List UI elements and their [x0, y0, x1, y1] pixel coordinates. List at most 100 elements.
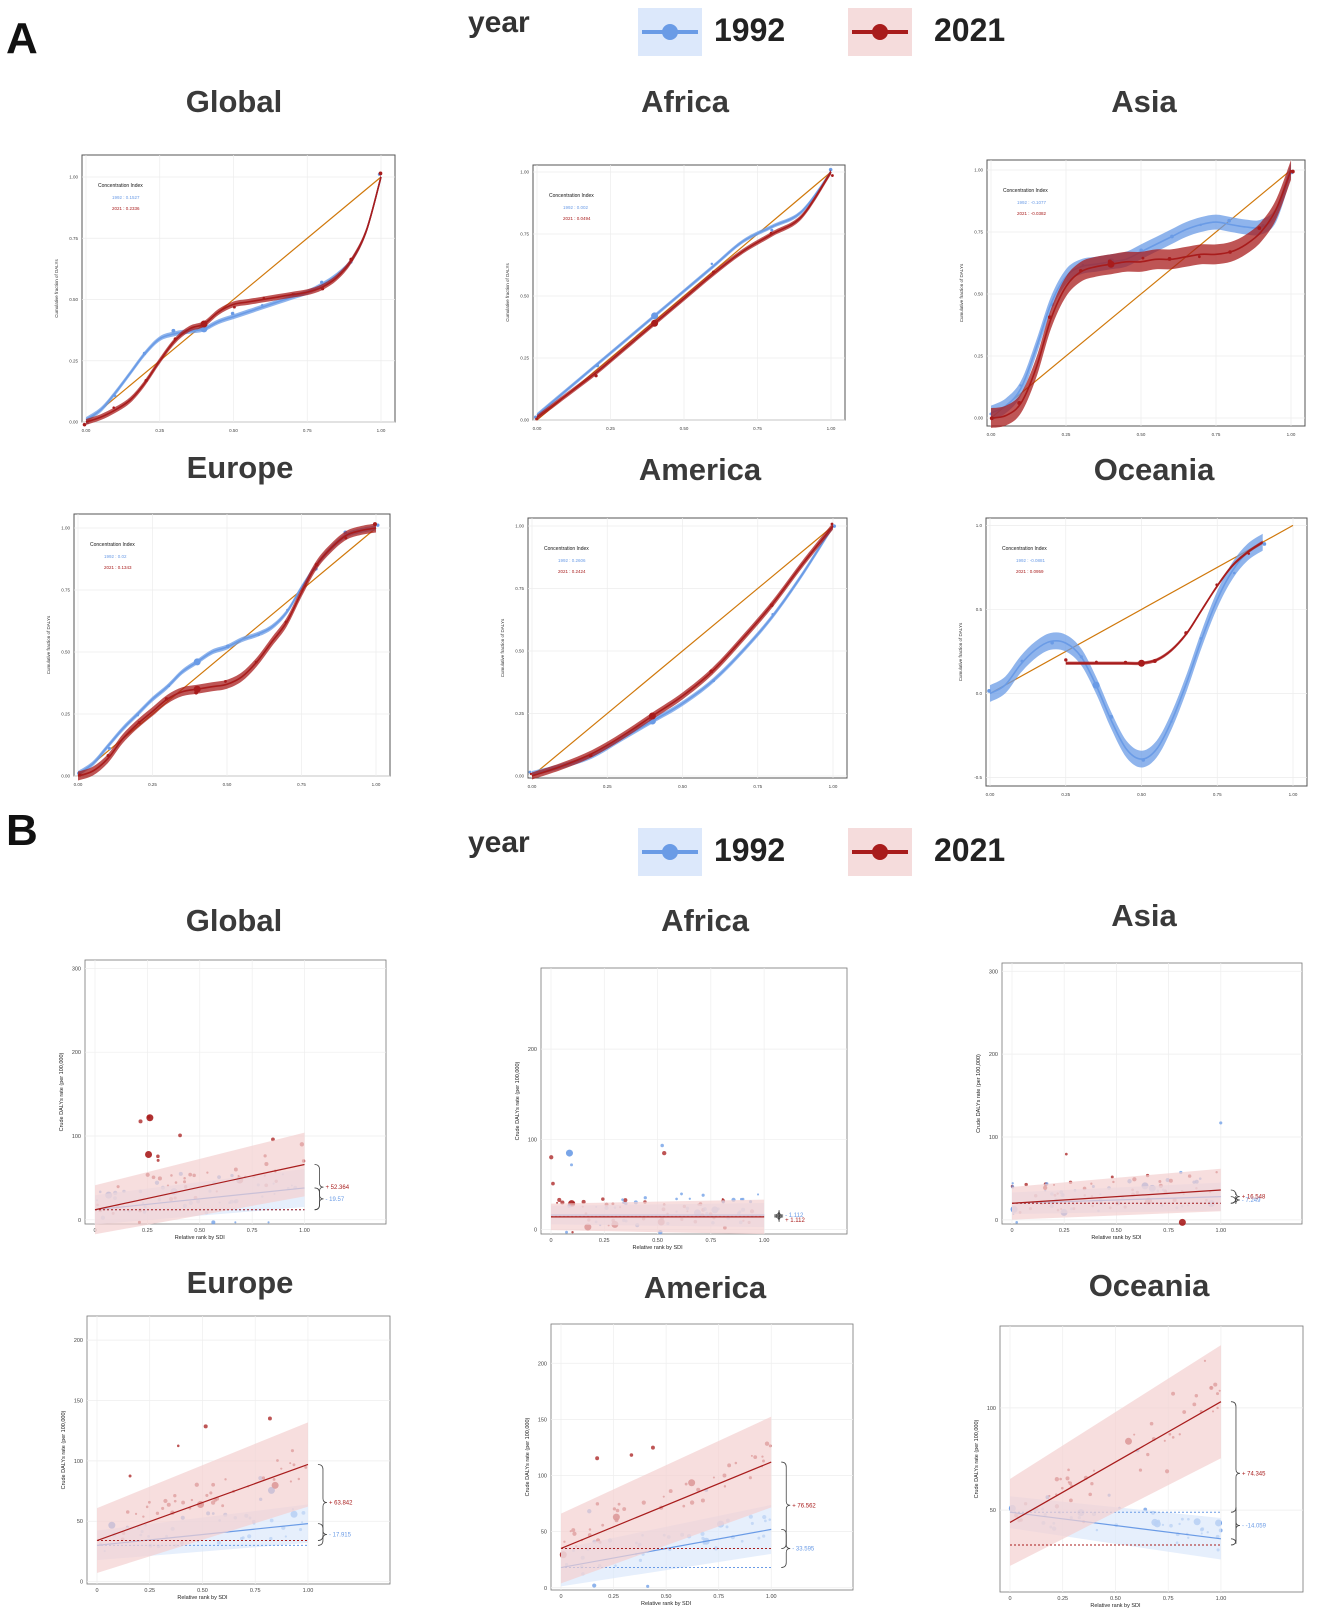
- data-point: [1139, 248, 1143, 253]
- data-point: [291, 293, 294, 296]
- y-tick-label: 300: [72, 966, 81, 972]
- data-point: [1197, 255, 1201, 259]
- y-axis-label: Crude DALYs rate (per 100,000): [976, 1054, 982, 1133]
- data-point: [320, 280, 324, 284]
- x-tick-label: 0.25: [1057, 1596, 1068, 1602]
- panel-label-b: B: [6, 806, 38, 855]
- x-tick-label: 0.50: [678, 784, 687, 789]
- y-tick-label: 0.75: [61, 588, 70, 593]
- data-point: [128, 1474, 132, 1478]
- y-tick-label: 1.00: [974, 168, 983, 173]
- sii-value-2021: + 76.562: [792, 1503, 816, 1509]
- x-tick-label: 0.25: [1062, 432, 1071, 437]
- chart-title: Europe: [186, 1265, 294, 1300]
- chart-title: Global: [185, 903, 283, 938]
- data-point: [344, 536, 348, 540]
- data-point: [1141, 758, 1146, 762]
- data-point: [320, 287, 325, 291]
- x-tick-label: 0.25: [1061, 792, 1070, 797]
- chart-title: Asia: [1111, 84, 1177, 119]
- plot-frame: [81, 154, 396, 423]
- sii-brace-2021: [774, 1211, 784, 1222]
- data-point: [594, 374, 598, 378]
- x-tick-label: 0.25: [148, 782, 157, 787]
- y-tick-label: 150: [74, 1399, 83, 1405]
- data-point: [267, 1221, 270, 1224]
- equality-line: [531, 525, 834, 777]
- sii-brace-2021: [781, 1461, 791, 1549]
- data-point: [1290, 169, 1295, 174]
- data-point: [1152, 659, 1157, 663]
- y-tick-label: 0.00: [520, 418, 529, 423]
- chart-title: Oceania: [1088, 1268, 1210, 1303]
- x-tick-label: 0.25: [142, 1228, 153, 1234]
- data-point: [286, 608, 289, 612]
- x-tick-label: 0.50: [197, 1588, 208, 1594]
- data-point: [1094, 660, 1098, 664]
- data-point: [1262, 542, 1267, 546]
- y-axis-label: Crude DALYs rate (per 100,000): [61, 1410, 67, 1489]
- data-point: [1024, 1182, 1028, 1187]
- x-tick-label: 0.00: [82, 428, 91, 433]
- ci-value-1992: 1992 : 0.02: [104, 554, 127, 559]
- sii-value-2021: + 16.548: [1242, 1195, 1266, 1201]
- data-point: [176, 1444, 180, 1448]
- data-point: [376, 523, 380, 527]
- x-axis-label: Relative rank by SDI: [175, 1235, 226, 1241]
- ci-value-2021: 2021 : 0.0959: [1016, 569, 1044, 574]
- ci-title: Concentration Index: [544, 546, 589, 552]
- x-tick-label: 0.50: [1137, 792, 1146, 797]
- data-point: [106, 753, 110, 758]
- data-point: [135, 713, 140, 717]
- data-point: [171, 328, 176, 333]
- data-point: [1079, 655, 1083, 659]
- y-tick-label: 1.00: [515, 524, 524, 529]
- data-point: [146, 1115, 151, 1119]
- y-tick-label: 0.00: [974, 416, 983, 421]
- y-axis-label: Crude DALYs rate (per 100,000): [59, 1052, 65, 1131]
- y-tick-label: 0.25: [61, 712, 70, 717]
- data-point: [565, 1149, 573, 1157]
- x-axis-label: Relative rank by SDI: [1090, 1603, 1141, 1609]
- data-point: [200, 320, 208, 328]
- concentration-curve-1992: [989, 541, 1264, 760]
- data-point: [193, 658, 201, 666]
- fit-line-2021: [560, 1461, 772, 1550]
- x-tick-label: 1.00: [1215, 1228, 1226, 1234]
- data-point: [211, 1220, 216, 1225]
- data-point: [1227, 218, 1231, 223]
- data-point: [571, 1230, 574, 1234]
- x-tick-label: 0.00: [533, 426, 542, 431]
- sii-value-2021: + 74.345: [1242, 1471, 1266, 1477]
- x-tick-label: 0.50: [1110, 1596, 1121, 1602]
- y-tick-label: 300: [989, 969, 998, 975]
- data-point: [1232, 571, 1236, 575]
- data-point: [1247, 552, 1250, 555]
- x-tick-label: 0.00: [528, 784, 537, 789]
- data-point: [621, 1198, 624, 1201]
- data-point: [1199, 637, 1203, 641]
- y-tick-label: 100: [989, 1135, 998, 1141]
- y-tick-label: 0.25: [515, 711, 524, 716]
- concentration-curve-2021: [536, 171, 832, 419]
- y-axis-label: Cumulative fraction of DALYs: [46, 615, 51, 674]
- data-point: [142, 351, 147, 356]
- sii-value-1992: - 33.595: [792, 1546, 815, 1552]
- y-tick-label: 1.00: [520, 170, 529, 175]
- data-point: [144, 378, 148, 383]
- data-point: [267, 1416, 272, 1421]
- data-point: [1050, 641, 1054, 645]
- y-axis-label: Crude DALYs rate (per 100,000): [525, 1417, 531, 1496]
- x-tick-label: 0.75: [297, 782, 306, 787]
- x-tick-label: 0.75: [250, 1588, 261, 1594]
- data-point: [284, 620, 288, 624]
- sii-value-2021: + 1.112: [785, 1218, 805, 1224]
- x-axis-label: Relative rank by SDI: [1091, 1235, 1142, 1241]
- legend-title: year: [468, 6, 530, 39]
- fit-band-2021: [561, 1416, 772, 1584]
- x-tick-label: 1.00: [759, 1238, 770, 1244]
